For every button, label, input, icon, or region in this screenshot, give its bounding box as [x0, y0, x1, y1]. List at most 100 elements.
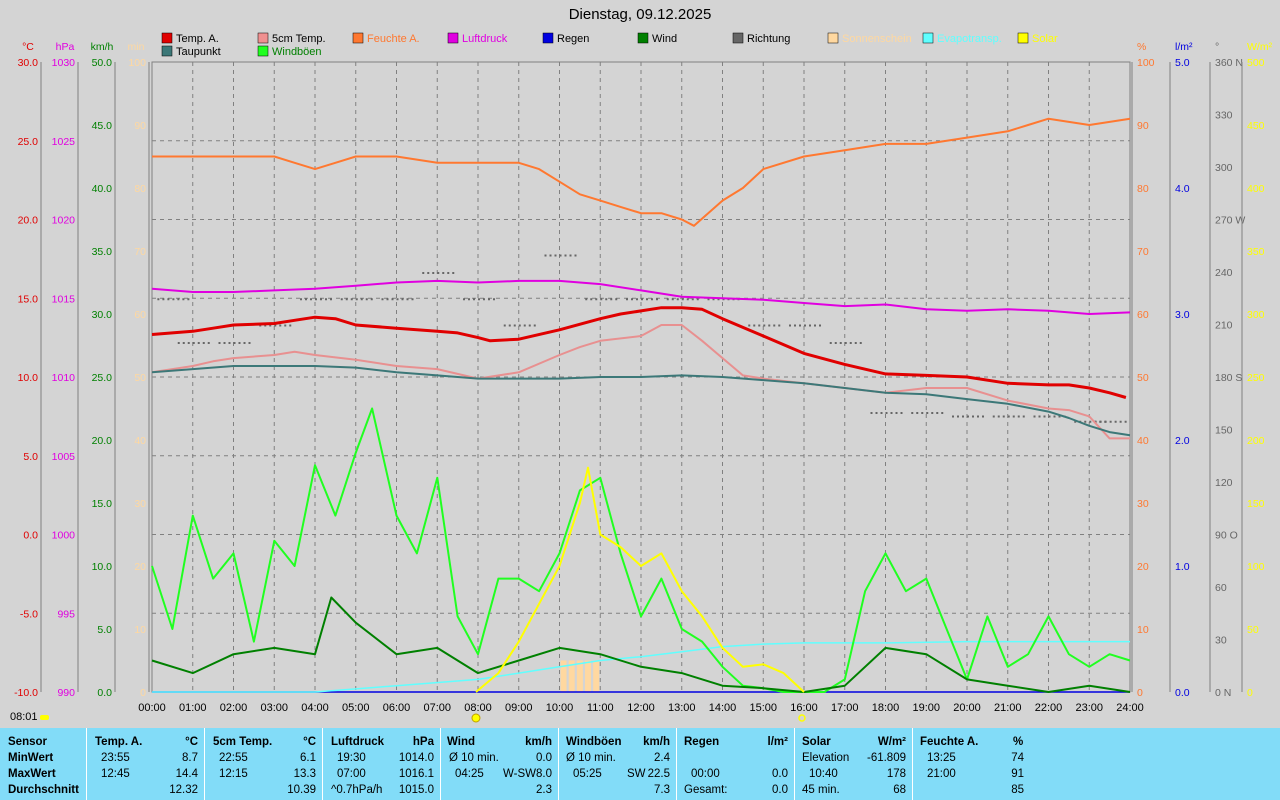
direction-dot	[921, 412, 924, 414]
temp-max: 14.4	[175, 768, 198, 780]
right-axis-tick-label: 450	[1247, 120, 1265, 132]
direction-dot	[773, 324, 776, 327]
wind-header: Wind	[447, 736, 475, 748]
start-time: 08:01	[10, 711, 38, 723]
direction-dot	[315, 298, 317, 301]
direction-dot	[641, 298, 643, 301]
direction-dot	[493, 298, 495, 301]
direction-dot	[401, 298, 404, 301]
x-tick-label: 21:00	[994, 702, 1022, 714]
left-axis-tick-label: 990	[57, 687, 75, 699]
legend-label: Regen	[557, 33, 589, 45]
direction-dot	[365, 298, 368, 301]
direction-dot	[264, 324, 267, 327]
direction-dot	[248, 342, 251, 344]
left-axis-tick-label: 1000	[52, 530, 76, 542]
right-axis-tick-label: 70	[1137, 246, 1149, 258]
chart-title: Dienstag, 09.12.2025	[568, 6, 712, 23]
direction-dot	[177, 342, 180, 344]
direction-dot	[340, 298, 343, 301]
left-axis-unit: min	[128, 41, 145, 53]
wind-unit: km/h	[525, 736, 552, 748]
left-axis-tick-label: 40	[134, 435, 146, 447]
legend-swatch	[352, 32, 364, 44]
left-axis-tick-label: 25.0	[18, 136, 39, 148]
x-tick-label: 01:00	[179, 702, 207, 714]
direction-dot	[977, 415, 979, 418]
direction-dot	[381, 298, 384, 301]
left-axis-tick-label: 20	[134, 561, 146, 573]
right-axis-tick-label: 30	[1137, 498, 1149, 510]
left-axis-tick-label: 60	[134, 309, 146, 321]
solar-max: 178	[886, 768, 906, 780]
left-axis-tick-label: 20.0	[18, 215, 39, 227]
x-tick-label: 15:00	[749, 702, 777, 714]
left-axis-unit: °C	[22, 41, 34, 53]
direction-dot	[748, 324, 751, 327]
direction-dot	[957, 415, 959, 418]
direction-dot	[952, 415, 954, 418]
direction-dot	[1022, 415, 1025, 418]
wind-line	[151, 596, 1131, 693]
direction-dot	[238, 342, 241, 344]
direction-dot	[982, 415, 984, 418]
direction-dot	[289, 324, 292, 327]
soil-min: 6.1	[300, 752, 316, 764]
direction-dot	[391, 298, 394, 301]
right-axis-tick-label: 100	[1137, 57, 1155, 69]
direction-dot	[691, 298, 694, 301]
stats-col-solar: Solar W/m² Elevation -61.809 10:40 178 45 m…	[795, 728, 913, 800]
direction-dot	[228, 342, 231, 344]
stats-table: Sensor MinWert MaxWert Durchschnitt Temp…	[0, 728, 1280, 800]
pressure-max: 1016.1	[398, 768, 434, 780]
direction-dot	[396, 298, 399, 301]
x-tick-label: 24:00	[1116, 702, 1144, 714]
sunshine-bar	[568, 660, 575, 692]
direction-dot	[1119, 420, 1122, 423]
direction-dot	[859, 342, 862, 344]
right-axis-tick-label: 400	[1247, 183, 1265, 195]
direction-dot	[615, 298, 618, 301]
x-tick-label: 03:00	[260, 702, 288, 714]
direction-dot	[778, 324, 781, 327]
right-axis-tick-label: 50	[1247, 624, 1259, 636]
direction-dot	[370, 298, 373, 301]
sunset-icon	[798, 714, 806, 722]
right-axis-tick-label: 240	[1215, 267, 1233, 279]
direction-dot	[605, 298, 608, 301]
direction-dot	[895, 412, 898, 414]
x-tick-label: 07:00	[423, 702, 451, 714]
temp-min: 8.7	[182, 752, 198, 764]
wind-max-time: 04:25	[455, 768, 484, 780]
direction-dot	[360, 298, 363, 301]
legend-label: Wind	[652, 33, 677, 45]
left-axis-tick-label: 10	[134, 624, 146, 636]
right-axis-tick-label: 150	[1215, 425, 1233, 437]
direction-dot	[997, 415, 1000, 418]
left-axis-tick-label: 1030	[52, 57, 76, 69]
legend-swatch	[161, 32, 173, 44]
gust-mean-label: Ø 10 min.	[566, 752, 616, 764]
left-axis-tick-label: 20.0	[92, 435, 113, 447]
direction-dot	[936, 412, 939, 414]
direction-dot	[1053, 415, 1056, 418]
humidity-max-time: 21:00	[927, 768, 956, 780]
temp-unit: °C	[185, 736, 198, 748]
direction-dot	[1033, 415, 1036, 418]
left-axis-tick-label: 100	[128, 57, 146, 69]
left-axis-tick-label: -10.0	[14, 687, 38, 699]
wind-max: 8.0	[536, 768, 552, 780]
pressure-line	[151, 279, 1131, 315]
sun-icon	[40, 715, 49, 720]
left-axis-tick-label: 0.0	[23, 530, 38, 542]
humidity-line	[152, 117, 1131, 227]
right-axis-tick-label: 80	[1137, 183, 1149, 195]
direction-dot	[549, 254, 552, 257]
direction-dot	[646, 298, 648, 301]
direction-dot	[406, 298, 409, 301]
direction-dot	[585, 298, 588, 301]
direction-dot	[218, 342, 221, 344]
pressure-avg: 1015.0	[398, 784, 434, 796]
legend-label: Evapotransp.	[937, 33, 1002, 45]
left-axis-tick-label: 50.0	[92, 57, 113, 69]
